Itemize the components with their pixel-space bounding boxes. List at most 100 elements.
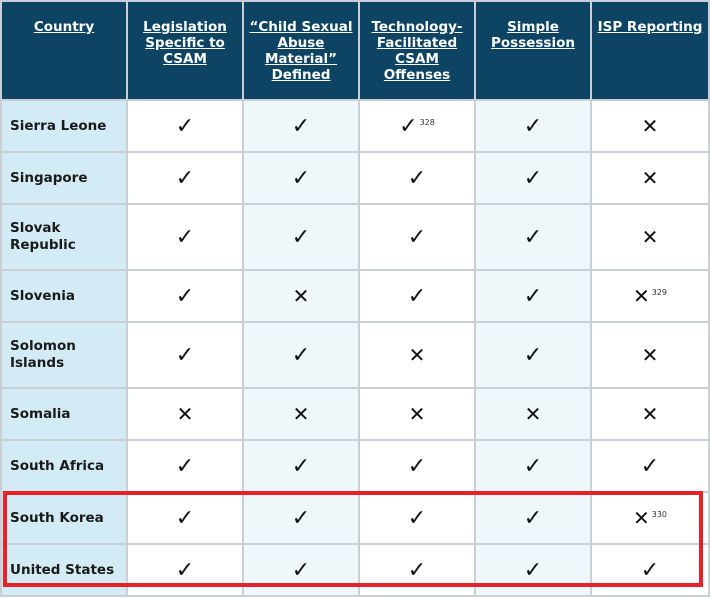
check-icon: ✓ xyxy=(175,342,195,368)
check-icon: ✓ xyxy=(175,113,195,139)
status-cell: ✓ xyxy=(474,203,592,271)
status-cell: ✕ xyxy=(358,387,476,441)
status-cell: ✓ xyxy=(474,491,592,545)
header-tech-offenses[interactable]: Technology-Facilitated CSAM Offenses xyxy=(358,0,476,101)
table-row: South Africa ✓ ✓ ✓ ✓ ✓ xyxy=(0,439,710,493)
check-icon: ✓ xyxy=(523,224,543,250)
check-icon: ✓ xyxy=(640,557,660,583)
table-row: Slovak Republic ✓ ✓ ✓ ✓ ✕ xyxy=(0,203,710,271)
cross-icon: ✕ xyxy=(641,113,659,138)
check-icon: ✓ xyxy=(291,342,311,368)
country-cell: Slovak Republic xyxy=(0,203,128,271)
check-icon: ✓ xyxy=(399,113,418,139)
check-icon: ✓ xyxy=(175,165,195,191)
status-cell: ✕ xyxy=(590,99,710,153)
cross-icon: ✕ xyxy=(641,165,659,190)
cross-icon: ✕ xyxy=(641,224,659,249)
status-cell: ✓ xyxy=(242,543,360,597)
header-legislation[interactable]: Legislation Specific to CSAM xyxy=(126,0,244,101)
status-cell: ✓ xyxy=(358,203,476,271)
table-row: Somalia ✕ ✕ ✕ ✕ ✕ xyxy=(0,387,710,441)
check-icon: ✓ xyxy=(640,453,660,479)
cross-icon: ✕ xyxy=(632,283,650,308)
header-csam-defined[interactable]: “Child Sexual Abuse Material” Defined xyxy=(242,0,360,101)
check-icon: ✓ xyxy=(291,453,311,479)
country-cell: South Africa xyxy=(0,439,128,493)
check-icon: ✓ xyxy=(175,557,195,583)
status-cell: ✕ xyxy=(242,269,360,323)
cross-icon: ✕ xyxy=(292,283,310,308)
status-cell: ✓ xyxy=(358,543,476,597)
cross-icon: ✕ xyxy=(408,342,426,367)
status-cell: ✕ xyxy=(590,151,710,205)
header-country[interactable]: Country xyxy=(0,0,128,101)
status-cell: ✓ xyxy=(126,321,244,389)
status-cell: ✓ xyxy=(474,439,592,493)
footnote-ref: 330 xyxy=(651,509,668,519)
status-cell: ✓ xyxy=(126,269,244,323)
country-cell: Somalia xyxy=(0,387,128,441)
check-icon: ✓ xyxy=(407,283,427,309)
cross-icon: ✕ xyxy=(632,505,650,530)
status-cell: ✓ xyxy=(126,543,244,597)
check-icon: ✓ xyxy=(175,224,195,250)
check-icon: ✓ xyxy=(175,283,195,309)
check-icon: ✓ xyxy=(291,113,311,139)
header-simple-possession[interactable]: Simple Possession xyxy=(474,0,592,101)
status-cell: ✕ xyxy=(242,387,360,441)
status-cell: ✕ xyxy=(126,387,244,441)
cross-icon: ✕ xyxy=(641,342,659,367)
header-row: Country Legislation Specific to CSAM “Ch… xyxy=(0,0,710,101)
check-icon: ✓ xyxy=(523,557,543,583)
status-cell: ✓ xyxy=(242,321,360,389)
status-cell: ✕ xyxy=(590,321,710,389)
status-cell: ✕ xyxy=(590,387,710,441)
status-cell: ✓ xyxy=(242,439,360,493)
status-cell: ✓ 328 xyxy=(358,99,476,153)
status-cell: ✓ xyxy=(590,543,710,597)
table-row: Singapore ✓ ✓ ✓ ✓ ✕ xyxy=(0,151,710,205)
status-cell: ✓ xyxy=(126,439,244,493)
table-row: Sierra Leone ✓ ✓ ✓ 328 ✓ ✕ xyxy=(0,99,710,153)
country-cell: Solomon Islands xyxy=(0,321,128,389)
check-icon: ✓ xyxy=(523,453,543,479)
country-cell: Slovenia xyxy=(0,269,128,323)
table-row: Slovenia ✓ ✕ ✓ ✓ ✕ 329 xyxy=(0,269,710,323)
check-icon: ✓ xyxy=(291,224,311,250)
table-row: United States ✓ ✓ ✓ ✓ ✓ xyxy=(0,543,710,597)
check-icon: ✓ xyxy=(175,453,195,479)
check-icon: ✓ xyxy=(407,453,427,479)
cross-icon: ✕ xyxy=(176,401,194,426)
check-icon: ✓ xyxy=(407,557,427,583)
status-cell: ✓ xyxy=(126,491,244,545)
check-icon: ✓ xyxy=(407,224,427,250)
status-cell: ✕ xyxy=(358,321,476,389)
status-cell: ✓ xyxy=(126,203,244,271)
cross-icon: ✕ xyxy=(524,401,542,426)
check-icon: ✓ xyxy=(291,505,311,531)
status-cell: ✓ xyxy=(242,99,360,153)
cross-icon: ✕ xyxy=(408,401,426,426)
status-cell: ✓ xyxy=(242,203,360,271)
check-icon: ✓ xyxy=(523,165,543,191)
status-cell: ✓ xyxy=(358,269,476,323)
status-cell: ✕ xyxy=(590,203,710,271)
check-icon: ✓ xyxy=(523,342,543,368)
check-icon: ✓ xyxy=(523,505,543,531)
check-icon: ✓ xyxy=(407,505,427,531)
cross-icon: ✕ xyxy=(641,401,659,426)
header-isp-reporting[interactable]: ISP Reporting xyxy=(590,0,710,101)
country-cell: South Korea xyxy=(0,491,128,545)
check-icon: ✓ xyxy=(291,165,311,191)
status-cell: ✓ xyxy=(242,491,360,545)
status-cell: ✓ xyxy=(474,543,592,597)
status-cell: ✓ xyxy=(590,439,710,493)
status-cell: ✕ 329 xyxy=(590,269,710,323)
check-icon: ✓ xyxy=(407,165,427,191)
table-row: South Korea ✓ ✓ ✓ ✓ ✕ 330 xyxy=(0,491,710,545)
status-cell: ✓ xyxy=(126,99,244,153)
status-cell: ✓ xyxy=(474,151,592,205)
footnote-ref: 328 xyxy=(419,117,435,127)
status-cell: ✓ xyxy=(474,99,592,153)
